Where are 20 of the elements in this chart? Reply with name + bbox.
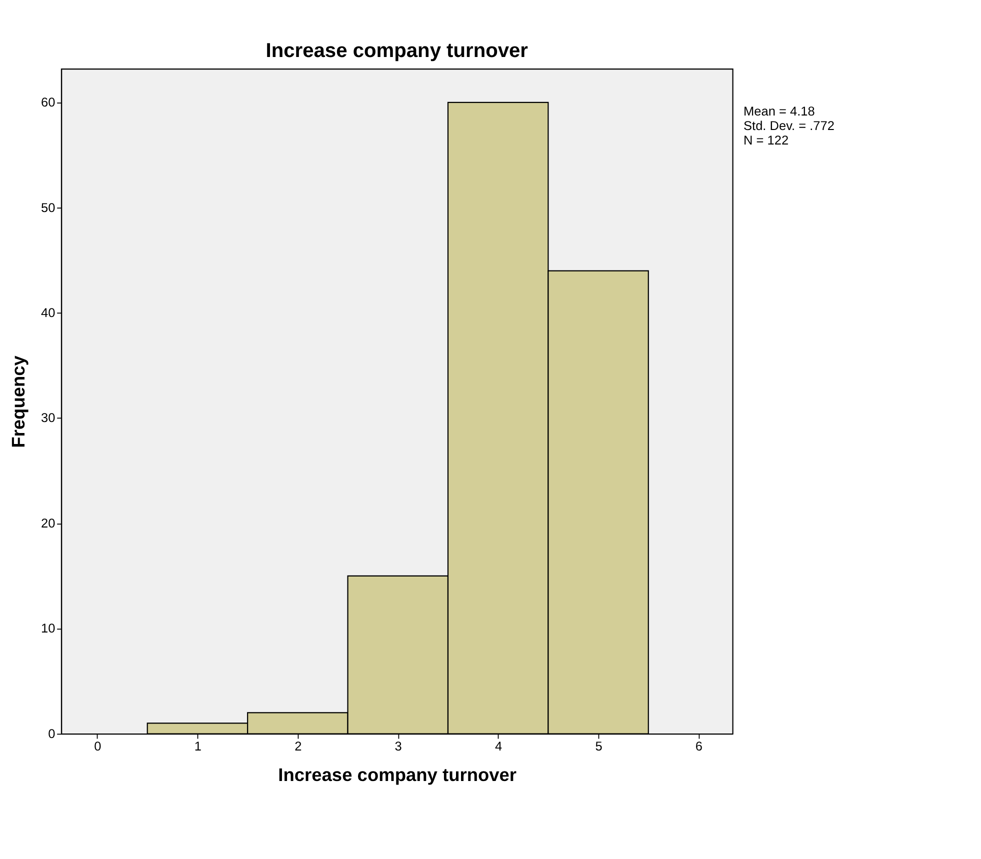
text: Mean = 4.18 xyxy=(744,103,815,118)
x-tick-label: 5 xyxy=(595,738,602,754)
y-tick-label: 60 xyxy=(41,94,56,110)
y-axis-title: Frequency xyxy=(8,354,29,448)
chart-title: Increase company turnover xyxy=(266,40,528,62)
text: N = 122 xyxy=(744,132,789,148)
x-tick-label: 1 xyxy=(194,738,202,754)
x-tick-label: 6 xyxy=(695,738,702,754)
x-tick-label: 0 xyxy=(94,738,102,754)
text: Std. Dev. = .772 xyxy=(744,118,834,133)
y-tick-label: 10 xyxy=(41,620,56,636)
y-tick-label: 50 xyxy=(41,200,56,215)
y-tick-label: 30 xyxy=(41,410,56,426)
y-tick-label: 40 xyxy=(41,304,56,320)
x-tick-label: 2 xyxy=(294,738,302,754)
y-tick-label: 0 xyxy=(48,726,56,741)
x-tick-label: 3 xyxy=(394,738,402,754)
x-axis-title: Increase company turnover xyxy=(278,764,517,785)
x-tick-label: 4 xyxy=(494,738,502,754)
y-tick-label: 20 xyxy=(41,515,56,530)
